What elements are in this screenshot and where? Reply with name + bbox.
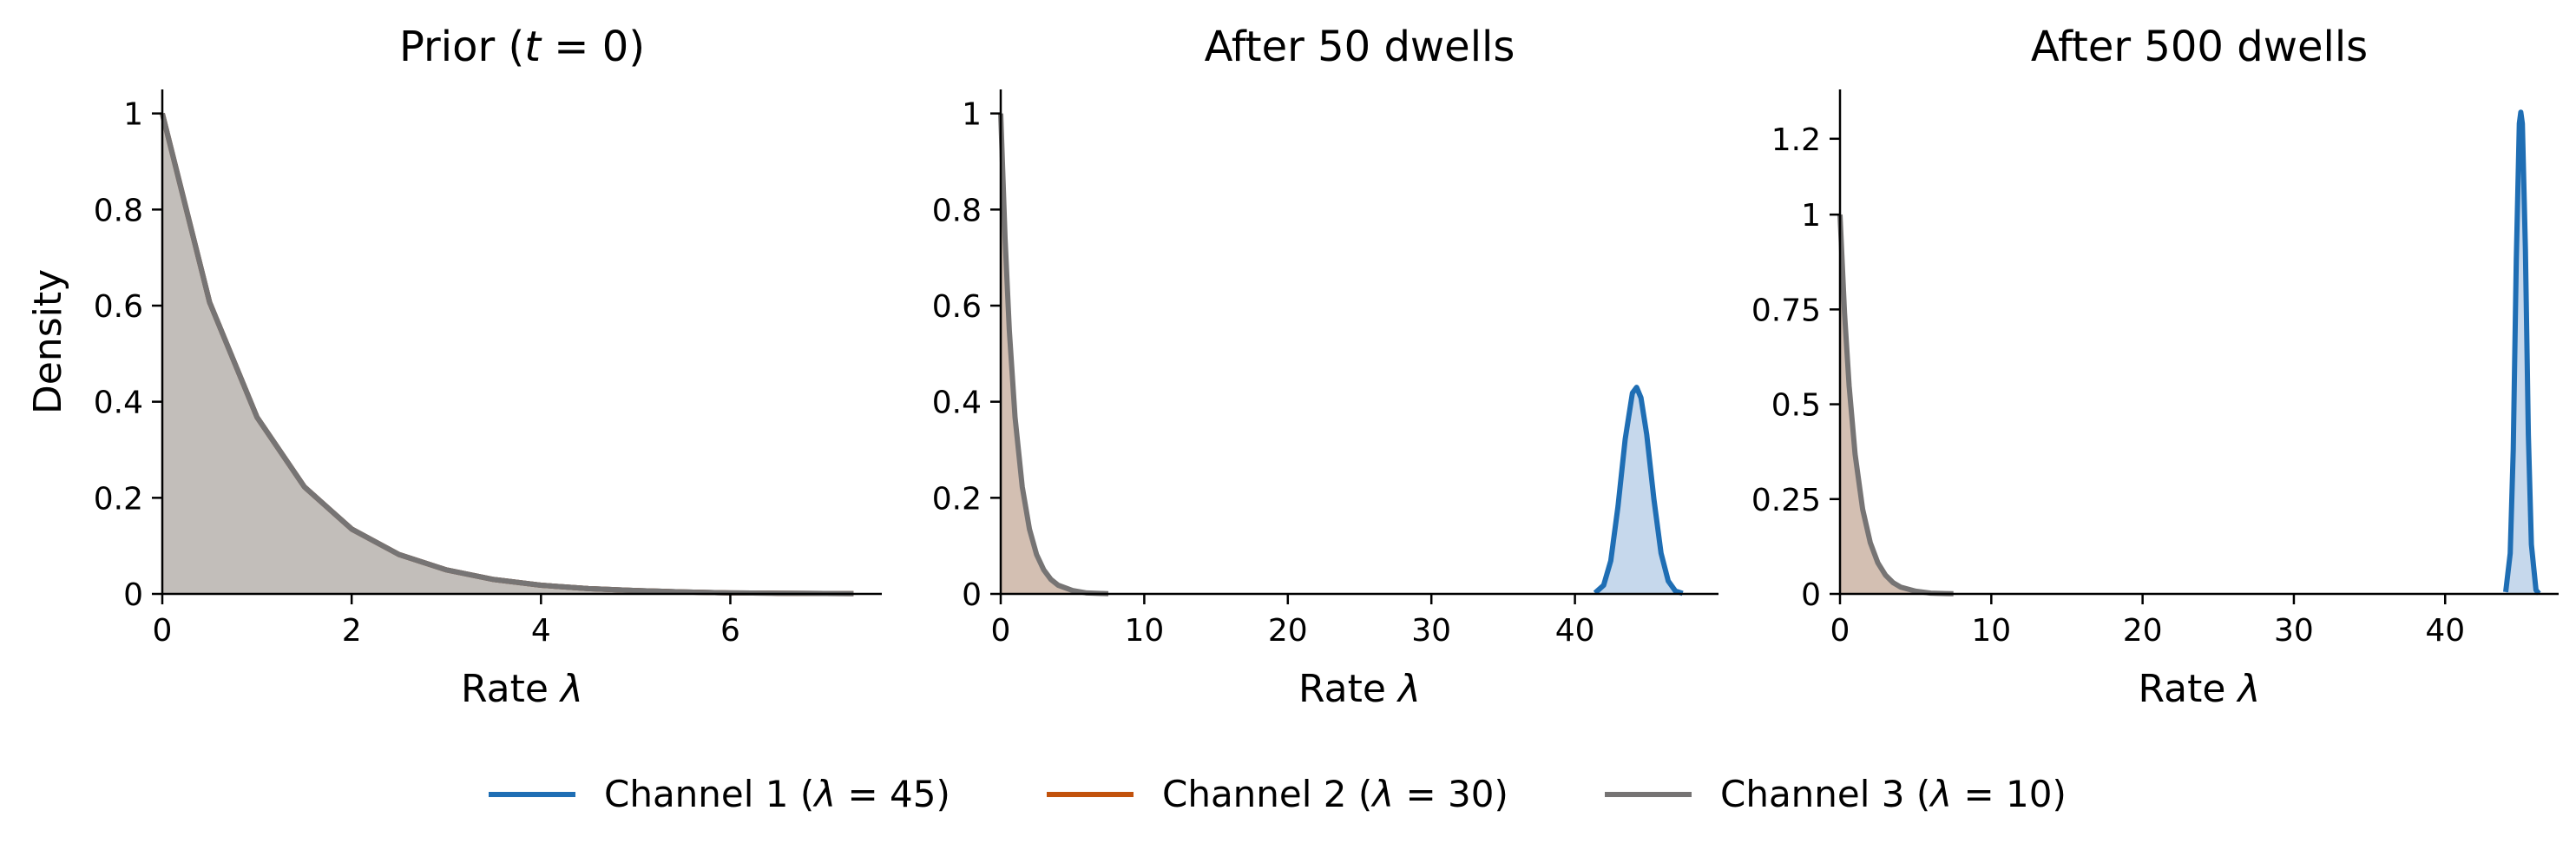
y-tick-label: 1	[962, 97, 982, 133]
y-tick-label: 0.6	[94, 289, 143, 325]
x-tick-label: 30	[2274, 613, 2314, 649]
legend-label: Channel 2 (λ = 30)	[1162, 773, 1508, 815]
y-tick-label: 0.6	[932, 289, 982, 325]
y-tick-label: 0.2	[94, 481, 143, 517]
y-tick-label: 0.8	[94, 193, 143, 228]
series-area-3	[162, 113, 854, 594]
series-line-1	[998, 113, 1109, 597]
x-tick-label: 10	[1124, 613, 1164, 649]
x-tick-label: 0	[153, 613, 173, 649]
x-tick-label: 40	[2425, 613, 2465, 649]
chart-title: After 500 dwells	[2031, 23, 2368, 71]
y-tick-label: 1	[123, 97, 143, 133]
y-tick-label: 0.8	[932, 193, 982, 228]
x-tick-label: 20	[1268, 613, 1308, 649]
y-tick-label: 0	[123, 577, 143, 613]
series-area-1	[1001, 113, 1108, 594]
series-line-1	[1837, 214, 1954, 597]
series-area-1	[162, 113, 854, 594]
y-tick-label: 0.4	[932, 386, 982, 421]
y-tick-label: 0	[962, 577, 982, 613]
x-tick-label: 0	[1830, 613, 1850, 649]
y-tick-label: 0	[1801, 577, 1821, 613]
x-axis-label: Rate λ	[461, 667, 583, 711]
series-area-2	[1594, 387, 1683, 594]
x-tick-label: 0	[991, 613, 1011, 649]
x-axis-label: Rate λ	[1298, 667, 1421, 711]
legend: Channel 1 (λ = 45) Channel 2 (λ = 30) Chan…	[489, 773, 2067, 815]
series-line-2	[1593, 385, 1684, 597]
y-tick-label: 0.75	[1751, 293, 1821, 328]
y-tick-label: 0.5	[1771, 388, 1821, 424]
x-tick-label: 2	[342, 613, 362, 649]
legend-entry-2: Channel 2 (λ = 30)	[1047, 773, 1508, 815]
y-tick-label: 1	[1801, 198, 1821, 234]
legend-entry-1: Channel 1 (λ = 45)	[489, 773, 950, 815]
series-area-1	[1840, 214, 1954, 594]
chart-panel-3: 0 10 20 30 40 0 0.25 0.5 0.75 1 1.2 After 500 dwell…	[1751, 23, 2559, 711]
x-tick-label: 30	[1411, 613, 1451, 649]
legend-entry-3: Channel 3 (λ = 10)	[1605, 773, 2067, 815]
x-tick-label: 20	[2123, 613, 2163, 649]
legend-label: Channel 3 (λ = 10)	[1720, 773, 2067, 815]
chart-panel-2: 0 10 20 30 40 0 0.2 0.4 0.6 0.8 1 After 50 dwells Ra…	[932, 23, 1718, 711]
series-line-2	[2503, 109, 2541, 596]
x-tick-label: 10	[1971, 613, 2011, 649]
chart-title: Prior (t = 0)	[399, 23, 645, 71]
x-tick-label: 40	[1555, 613, 1595, 649]
x-axis-label: Rate λ	[2139, 667, 2261, 711]
y-tick-label: 0.25	[1751, 483, 1821, 518]
legend-label: Channel 1 (λ = 45)	[604, 773, 950, 815]
x-tick-label: 6	[720, 613, 740, 649]
series-area-2	[162, 113, 854, 594]
y-tick-label: 1.2	[1771, 122, 1821, 158]
chart-panel-1: 0 2 4 6 0 0.2 0.4 0.6 0.8 1 Prior (t = 0) Rate λ Den…	[26, 23, 882, 711]
x-tick-label: 4	[531, 613, 551, 649]
y-tick-label: 0.4	[94, 386, 143, 421]
y-axis-label: Density	[26, 269, 70, 414]
y-tick-label: 0.2	[932, 481, 982, 517]
chart-title: After 50 dwells	[1205, 23, 1515, 71]
